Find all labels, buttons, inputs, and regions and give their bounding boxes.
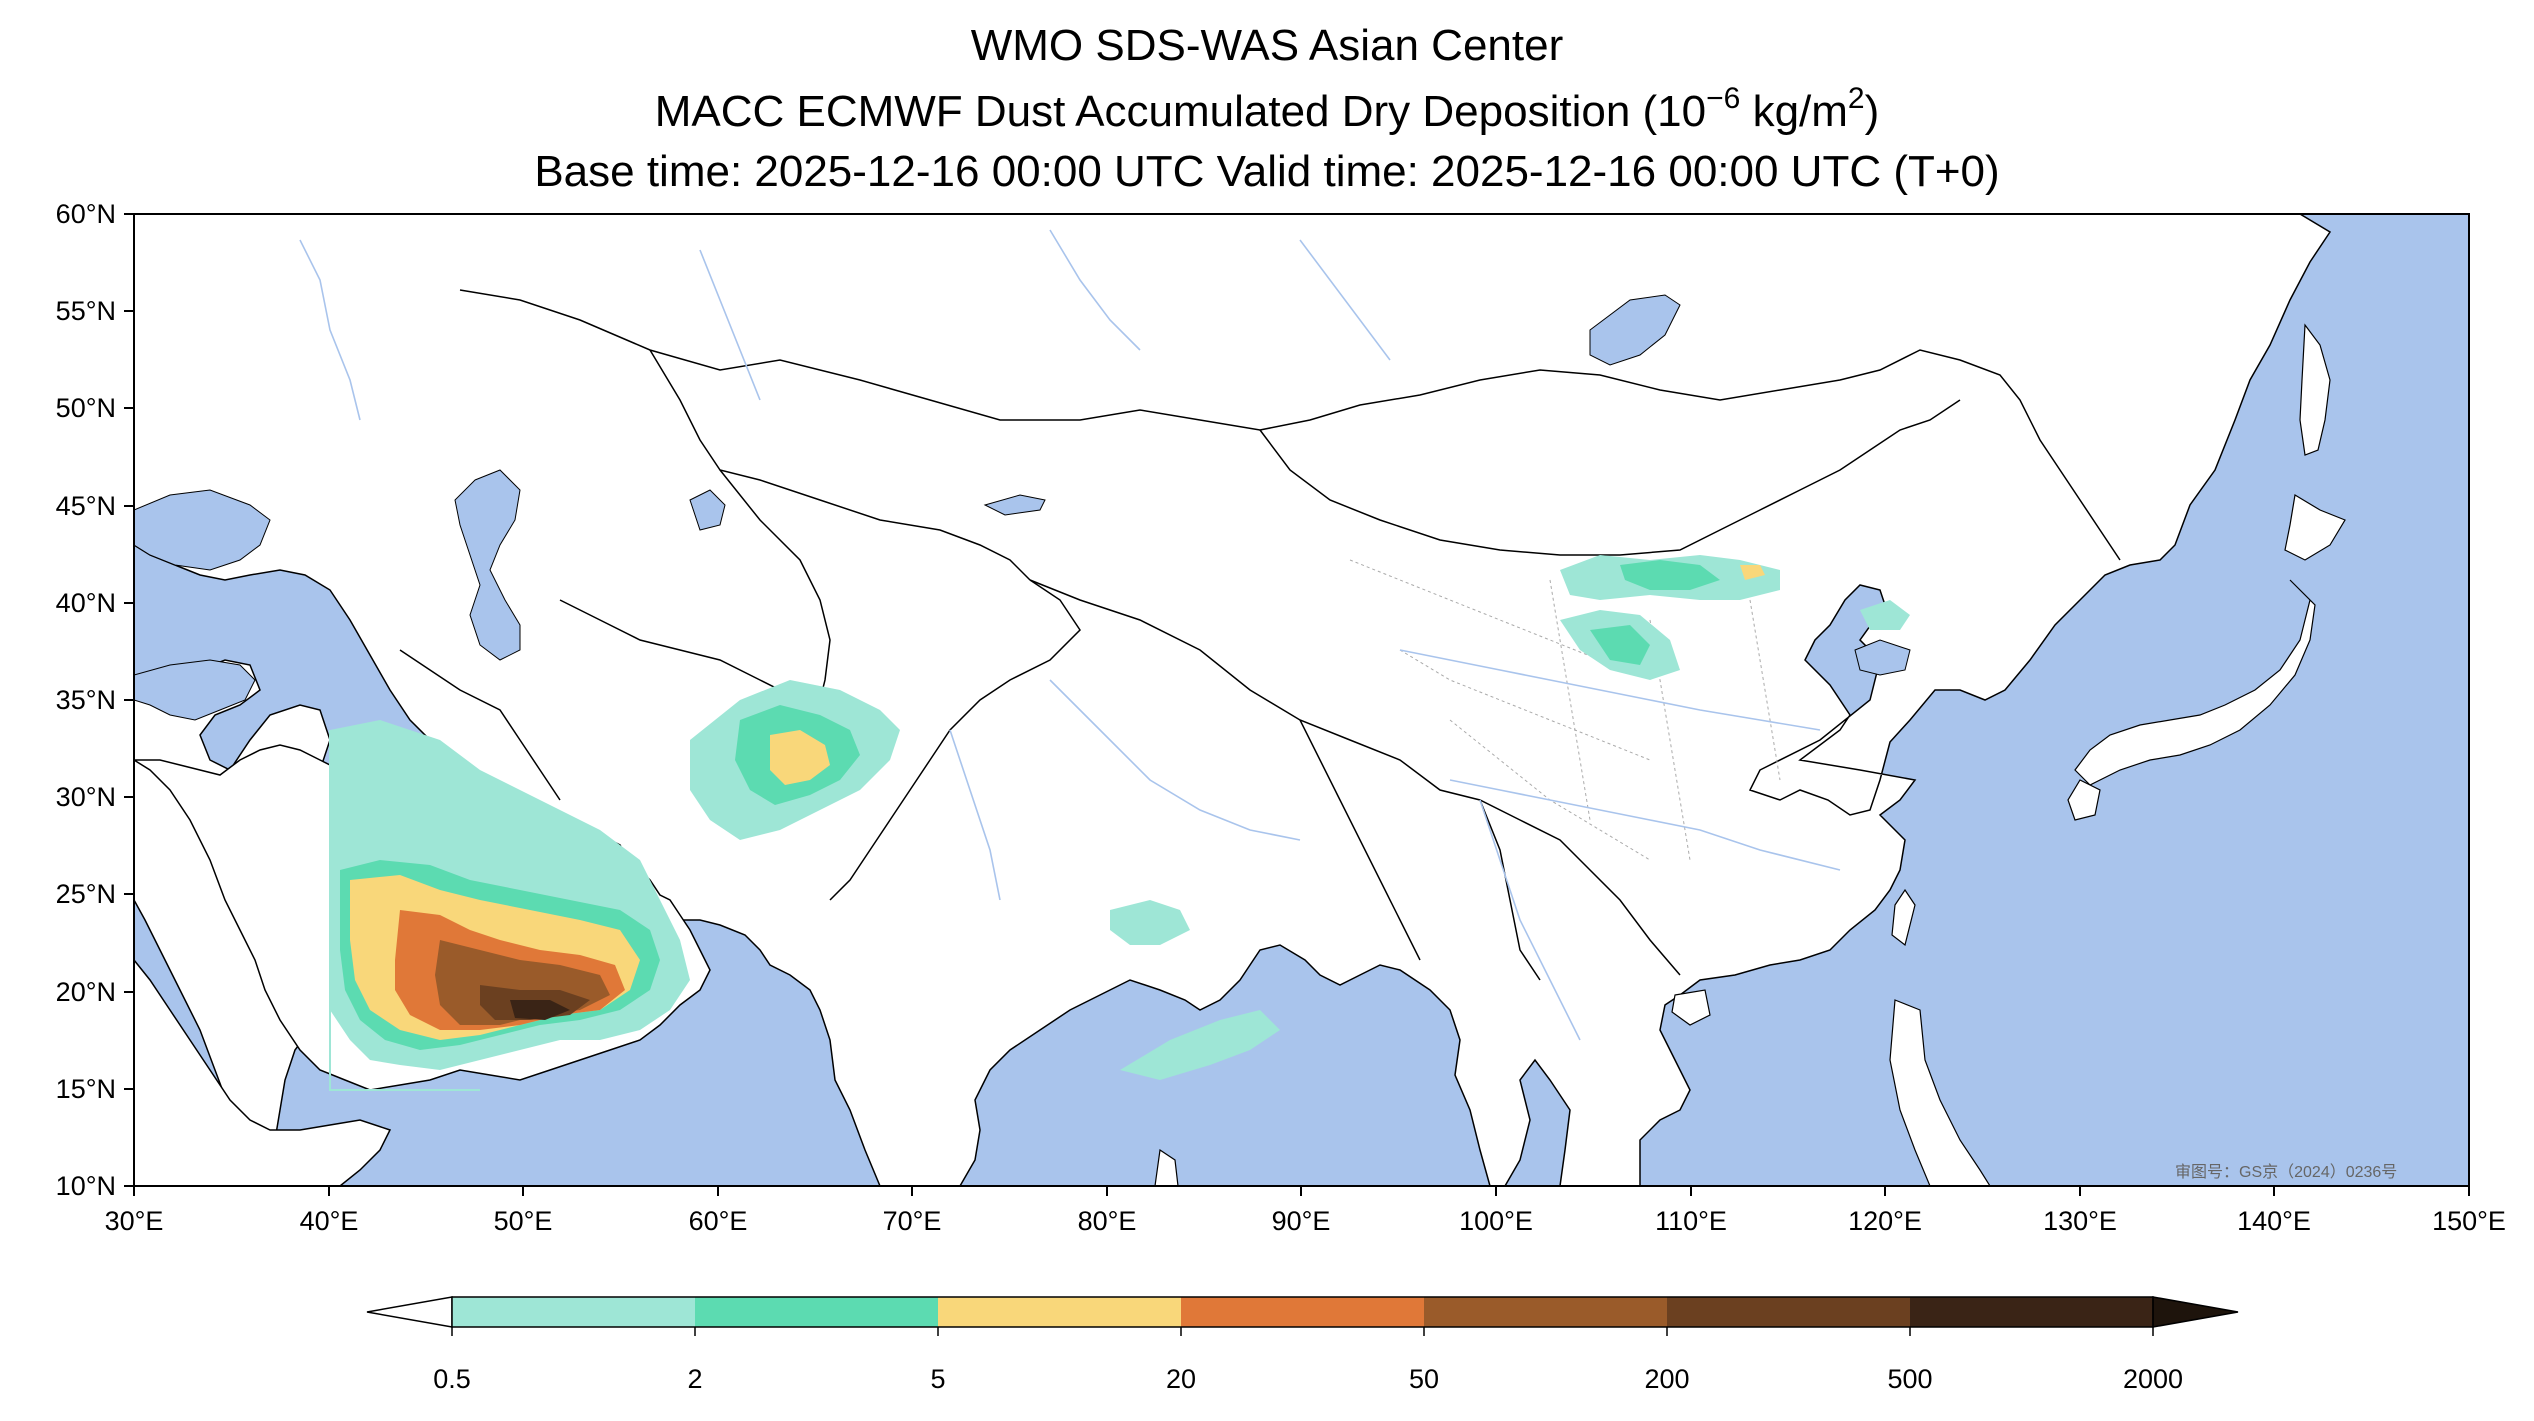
lon-label: 50°E (493, 1206, 553, 1236)
lat-label: 30°N (55, 782, 116, 812)
land-kyushu (2067, 779, 2101, 821)
colorbar-bin-3 (938, 1297, 1181, 1327)
lat-label: 45°N (55, 491, 116, 521)
map-approval-watermark: 审图号：GS京（2024）0236号 (2175, 1164, 2398, 1181)
colorbar-ticks (451, 1327, 2154, 1336)
lon-label: 30°E (104, 1206, 164, 1236)
lon-ticks (133, 1186, 2470, 1196)
land-taiwan (1891, 888, 1916, 947)
colorbar-bin-1 (452, 1297, 695, 1327)
lat-label: 15°N (55, 1074, 116, 1104)
lake-balkhash (983, 494, 1046, 516)
colorbar (366, 1296, 2239, 1336)
lat-label: 40°N (55, 588, 116, 618)
black-sea (134, 489, 271, 571)
lon-label: 60°E (688, 1206, 748, 1236)
lon-label: 130°E (2043, 1206, 2117, 1236)
caspian-sea (454, 469, 521, 661)
map-title-line-3: Base time: 2025-12-16 00:00 UTC Valid ti… (534, 147, 2000, 196)
lat-label: 35°N (55, 685, 116, 715)
colorbar-frame (451, 1296, 2154, 1328)
colorbar-bin-6 (1667, 1297, 1910, 1327)
title-exponent: −6 (1706, 82, 1741, 115)
rivers (299, 229, 1841, 1041)
mediterranean-sea (134, 659, 256, 721)
dust-level-2-china-ordos (1590, 625, 1650, 665)
colorbar-over-arrow (2152, 1296, 2239, 1328)
land-philippines (1889, 999, 1991, 1186)
colorbar-label: 500 (1887, 1364, 1933, 1394)
colorbar-bin-5 (1424, 1297, 1667, 1327)
bohai-sea (1854, 639, 1911, 676)
colorbar-label: 0.5 (433, 1364, 471, 1394)
lon-label: 120°E (1848, 1206, 1922, 1236)
colorbar-under-arrow (366, 1296, 453, 1328)
colorbar-label: 20 (1165, 1364, 1197, 1394)
title-prefix: MACC ECMWF Dust Accumulated Dry Depositi… (654, 87, 1707, 136)
aral-sea (689, 489, 726, 531)
map-title-line-1: WMO SDS-WAS Asian Center (970, 21, 1564, 70)
land-honshu (2074, 579, 2316, 786)
colorbar-label: 2000 (2122, 1364, 2184, 1394)
dust-level-7-arabia (510, 1000, 570, 1020)
lat-label: 50°N (55, 393, 116, 423)
land-hokkaido (2284, 494, 2346, 561)
land-sri-lanka (1154, 1148, 1179, 1186)
dust-level-3-china-north (1740, 565, 1765, 580)
lon-label: 40°E (299, 1206, 359, 1236)
lon-label: 90°E (1271, 1206, 1331, 1236)
map-layers (134, 214, 2469, 1186)
lat-label: 25°N (55, 879, 116, 909)
lon-label: 150°E (2432, 1206, 2506, 1236)
dust-level-1-bay (1120, 1010, 1280, 1080)
data-domain-edge (329, 730, 480, 1091)
lat-label: 60°N (55, 199, 116, 229)
province-borders (1349, 559, 1781, 861)
lat-label: 55°N (55, 296, 116, 326)
land-sakhalin (2299, 323, 2331, 456)
dust-level-3-afghan (770, 730, 830, 785)
colorbar-label: 2 (687, 1364, 703, 1394)
land-horn-africa (134, 958, 392, 1186)
lon-label: 70°E (882, 1206, 942, 1236)
dust-level-1-india (1110, 900, 1190, 945)
title-unit-exponent: 2 (1847, 82, 1865, 115)
lon-label: 110°E (1655, 1206, 1727, 1236)
lat-label: 20°N (55, 977, 116, 1007)
land-hainan (1671, 989, 1711, 1026)
colorbar-label: 200 (1644, 1364, 1690, 1394)
lon-label: 140°E (2237, 1206, 2311, 1236)
colorbar-bin-2 (695, 1297, 938, 1327)
lat-label: 10°N (55, 1171, 116, 1201)
colorbar-label: 50 (1408, 1364, 1440, 1394)
title-suffix: ) (1864, 87, 1880, 136)
dust-level-1-bohai (1860, 600, 1910, 630)
title-unit: kg/m (1740, 87, 1848, 136)
lon-label: 80°E (1077, 1206, 1137, 1236)
lake-baikal (1589, 294, 1681, 366)
colorbar-bin-7 (1910, 1297, 2153, 1327)
colorbar-label: 5 (930, 1364, 946, 1394)
colorbar-bin-4 (1181, 1297, 1424, 1327)
dust-deposition-field (330, 555, 1910, 1080)
lon-label: 100°E (1459, 1206, 1533, 1236)
lat-ticks (124, 213, 134, 1187)
dust-level-2-china-north (1620, 560, 1720, 590)
map-title-line-2: MACC ECMWF Dust Accumulated Dry Depositi… (0, 84, 2534, 138)
